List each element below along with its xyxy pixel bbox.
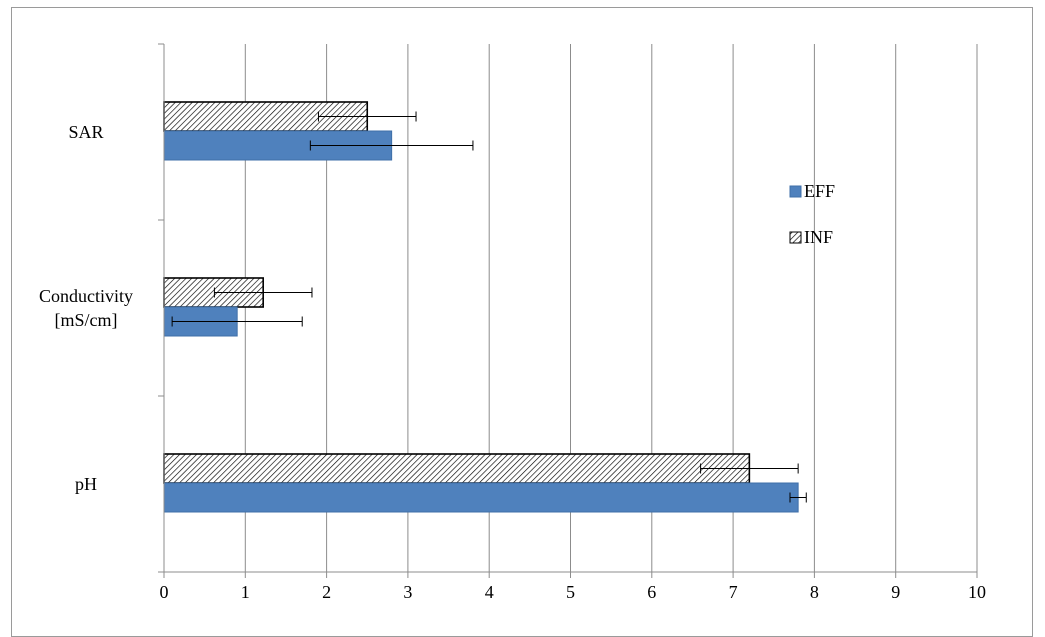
x-tick-label: 9 bbox=[891, 582, 900, 602]
x-tick-label: 7 bbox=[729, 582, 738, 602]
legend: EFF INF bbox=[789, 181, 835, 247]
x-tick-label: 0 bbox=[160, 582, 169, 602]
axes bbox=[158, 43, 978, 578]
category-label: SAR bbox=[68, 122, 103, 142]
legend-swatch-eff bbox=[789, 185, 802, 198]
x-tick-label: 2 bbox=[322, 582, 331, 602]
bar-inf bbox=[163, 453, 751, 484]
bars bbox=[163, 101, 799, 513]
x-tick-label: 1 bbox=[241, 582, 250, 602]
category-label: Conductivity [mS/cm] bbox=[39, 286, 133, 330]
legend-label-eff: EFF bbox=[804, 181, 835, 201]
x-tick-label: 10 bbox=[968, 582, 986, 602]
x-tick-label: 4 bbox=[485, 582, 494, 602]
error-bars bbox=[171, 111, 807, 503]
chart-canvas: 0 1 2 3 4 5 6 7 8 9 10 SAR Conductivity [mS/cm] pH EFF… bbox=[39, 43, 986, 602]
legend-swatch-inf bbox=[789, 231, 802, 244]
x-tick-label: 8 bbox=[810, 582, 819, 602]
x-tick-label: 5 bbox=[566, 582, 575, 602]
x-tick-label: 3 bbox=[403, 582, 412, 602]
x-tick-label: 6 bbox=[647, 582, 656, 602]
bar-eff bbox=[163, 482, 799, 513]
legend-label-inf: INF bbox=[804, 227, 833, 247]
category-label: pH bbox=[75, 474, 97, 494]
labels: 0 1 2 3 4 5 6 7 8 9 10 SAR Conductivity [mS/cm] pH bbox=[39, 122, 986, 602]
